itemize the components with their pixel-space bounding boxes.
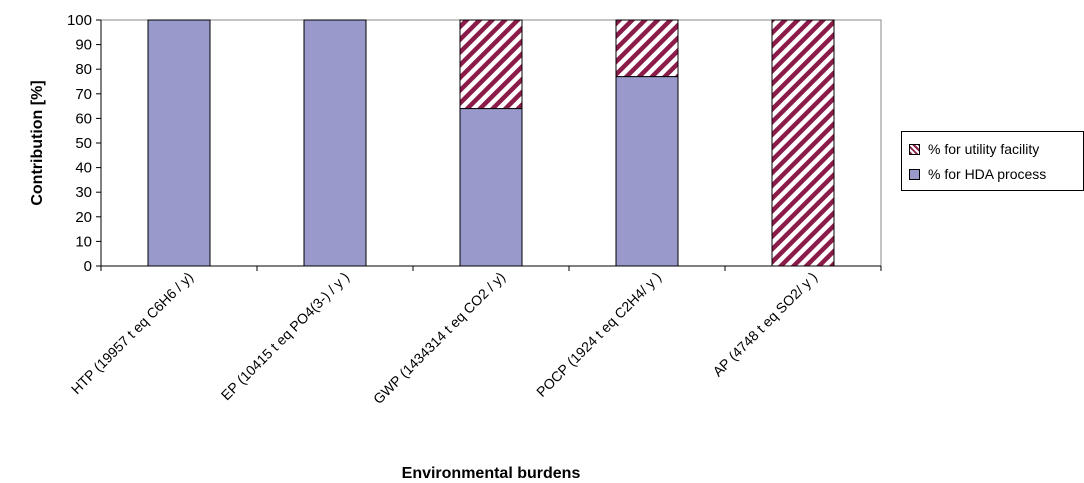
legend-swatch-hda bbox=[909, 169, 920, 180]
x-tick-label: GWP (1434314 t eq CO2 / y) bbox=[370, 269, 508, 407]
y-tick-label: 100 bbox=[67, 12, 92, 29]
y-tick-label: 30 bbox=[75, 184, 92, 201]
x-tick-label: EP (10415 t eq PO4(3-) / y ) bbox=[218, 269, 352, 403]
bar-utility-4 bbox=[772, 20, 834, 266]
x-ticks-group: HTP (19957 t eq C6H6 / y) EP (10415 t eq … bbox=[68, 266, 881, 407]
y-tick-label: 90 bbox=[75, 37, 92, 54]
y-axis-title: Contribution [%] bbox=[29, 80, 46, 205]
x-tick-label: HTP (19957 t eq C6H6 / y) bbox=[68, 269, 196, 397]
legend: % for utility facility % for HDA process bbox=[901, 131, 1084, 191]
y-tick-label: 20 bbox=[75, 209, 92, 226]
bar-hda-3 bbox=[616, 77, 678, 266]
y-tick-label: 70 bbox=[75, 86, 92, 103]
x-axis-title: Environmental burdens bbox=[402, 465, 581, 482]
legend-label-hda: % for HDA process bbox=[928, 166, 1046, 182]
x-tick-label: POCP (1924 t eq C2H4/ y ) bbox=[533, 269, 664, 400]
y-ticks-group: 0 10 20 30 40 50 60 70 80 90 100 bbox=[67, 12, 101, 275]
legend-item-utility: % for utility facility bbox=[909, 140, 1039, 158]
x-tick-label: AP (4748 t eq SO2/ y ) bbox=[709, 269, 820, 380]
y-tick-label: 0 bbox=[84, 258, 92, 275]
bar-hda-1 bbox=[304, 20, 366, 266]
y-tick-label: 60 bbox=[75, 110, 92, 127]
y-tick-label: 10 bbox=[75, 233, 92, 250]
y-tick-label: 40 bbox=[75, 160, 92, 177]
legend-swatch-utility bbox=[909, 144, 920, 155]
bar-hda-0 bbox=[148, 20, 210, 266]
bar-hda-2 bbox=[460, 109, 522, 266]
y-tick-label: 80 bbox=[75, 61, 92, 78]
bar-utility-3 bbox=[616, 20, 678, 77]
y-tick-label: 50 bbox=[75, 135, 92, 152]
legend-item-hda: % for HDA process bbox=[909, 165, 1046, 183]
legend-label-utility: % for utility facility bbox=[928, 141, 1039, 157]
bar-utility-2 bbox=[460, 20, 522, 109]
